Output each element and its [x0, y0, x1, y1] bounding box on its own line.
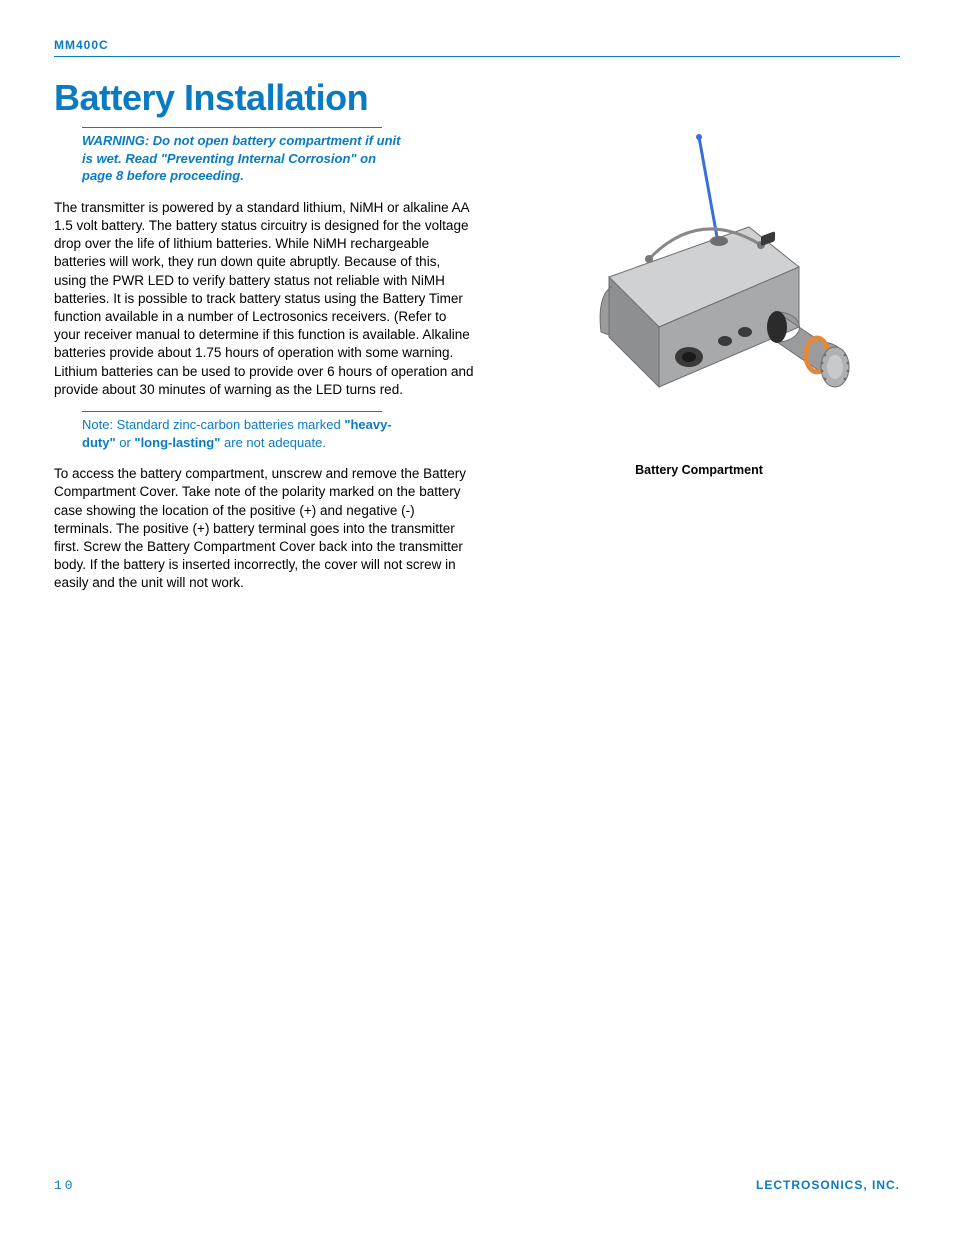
figure-caption: Battery Compartment [498, 463, 900, 477]
device-illustration [539, 127, 859, 457]
company-name: LECTROSONICS, INC. [756, 1178, 900, 1192]
warning-text: WARNING: Do not open battery compartment… [82, 132, 402, 185]
model-label: MM400C [54, 38, 900, 52]
warning-block: WARNING: Do not open battery compartment… [82, 127, 402, 185]
header-rule: MM400C [54, 38, 900, 57]
note-post: are not adequate. [220, 435, 326, 450]
footer: 10 LECTROSONICS, INC. [54, 1178, 900, 1193]
paragraph-2: To access the battery compartment, unscr… [54, 465, 474, 593]
note-top-rule [82, 411, 382, 412]
right-column: Battery Compartment [498, 127, 900, 605]
note-mid: or [116, 435, 135, 450]
note-pre: Note: Standard zinc-carbon batteries mar… [82, 417, 344, 432]
page-title: Battery Installation [54, 77, 900, 119]
paragraph-1: The transmitter is powered by a standard… [54, 199, 474, 399]
content-columns: WARNING: Do not open battery compartment… [54, 127, 900, 605]
left-column: WARNING: Do not open battery compartment… [54, 127, 474, 605]
warning-top-rule [82, 127, 382, 128]
note-block: Note: Standard zinc-carbon batteries mar… [82, 411, 402, 451]
note-text: Note: Standard zinc-carbon batteries mar… [82, 416, 402, 451]
page-number: 10 [54, 1178, 76, 1193]
note-bold-2: "long-lasting" [134, 435, 220, 450]
